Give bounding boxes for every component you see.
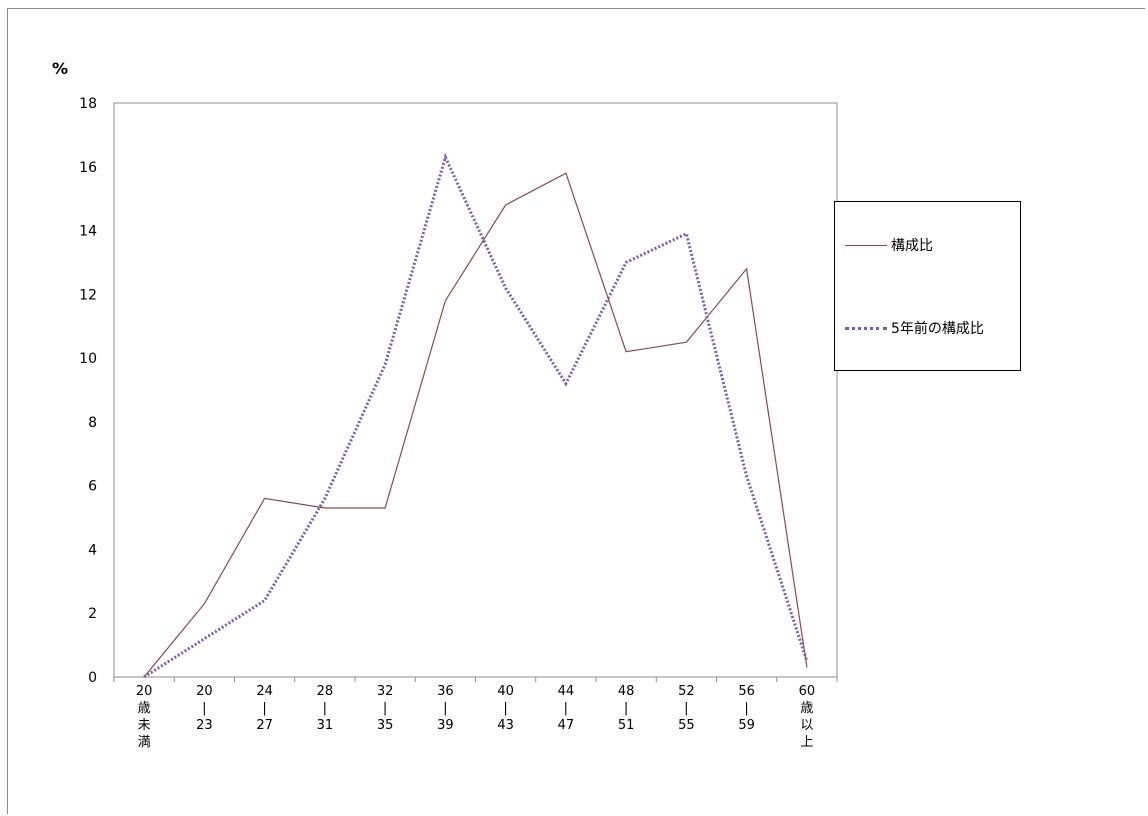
legend-item-current: 構成比 — [845, 235, 933, 255]
y-tick-label: 8 — [88, 415, 97, 431]
legend-swatch-previous — [845, 326, 887, 330]
x-tick-label: 48 | 51 — [618, 684, 635, 733]
y-tick-label: 14 — [79, 224, 97, 240]
x-tick-label: 28 | 31 — [317, 684, 334, 733]
x-tick-label: 36 | 39 — [437, 684, 454, 733]
plot-area — [113, 102, 838, 678]
legend-item-previous: 5年前の構成比 — [845, 318, 984, 338]
y-tick-label: 10 — [79, 351, 97, 367]
x-tick-label: 24 | 27 — [256, 684, 273, 733]
y-tick-label: 0 — [88, 670, 97, 686]
y-axis: 0 2 4 6 8 10 12 14 16 18 — [79, 96, 97, 686]
legend-swatch-current — [845, 244, 887, 246]
legend: 構成比 5年前の構成比 — [834, 201, 1021, 371]
y-tick-label: 18 — [79, 96, 97, 112]
y-tick-label: 12 — [79, 287, 97, 303]
x-tick-label: 20 歳未満 — [136, 684, 153, 750]
x-tick-label: 60 歳以上 — [799, 684, 816, 750]
x-tick-label: 44 | 47 — [558, 684, 575, 733]
y-tick-label: 4 — [88, 542, 97, 558]
x-tick-label: 32 | 35 — [377, 684, 394, 733]
y-unit-label: % — [52, 59, 68, 78]
y-tick-label: 16 — [79, 160, 97, 176]
series-line-previous — [143, 152, 809, 679]
x-tick-label: 52 | 55 — [678, 684, 695, 733]
y-tick-label: 2 — [88, 606, 97, 622]
chart-frame — [7, 8, 1145, 814]
x-axis: 20 歳未満 20 | 23 24 | 27 28 | 31 32 | 35 36 | 39 40 | 43 44 | 47… — [113, 677, 838, 750]
x-tick-label: 40 | 43 — [497, 684, 514, 733]
series-line-current — [143, 172, 808, 678]
legend-label-previous: 5年前の構成比 — [891, 321, 984, 337]
x-tick-label: 56 | 59 — [738, 684, 755, 733]
legend-label-current: 構成比 — [891, 238, 933, 254]
x-tick-label: 20 | 23 — [196, 684, 213, 733]
series-layer — [143, 152, 809, 679]
y-tick-label: 6 — [88, 479, 97, 495]
